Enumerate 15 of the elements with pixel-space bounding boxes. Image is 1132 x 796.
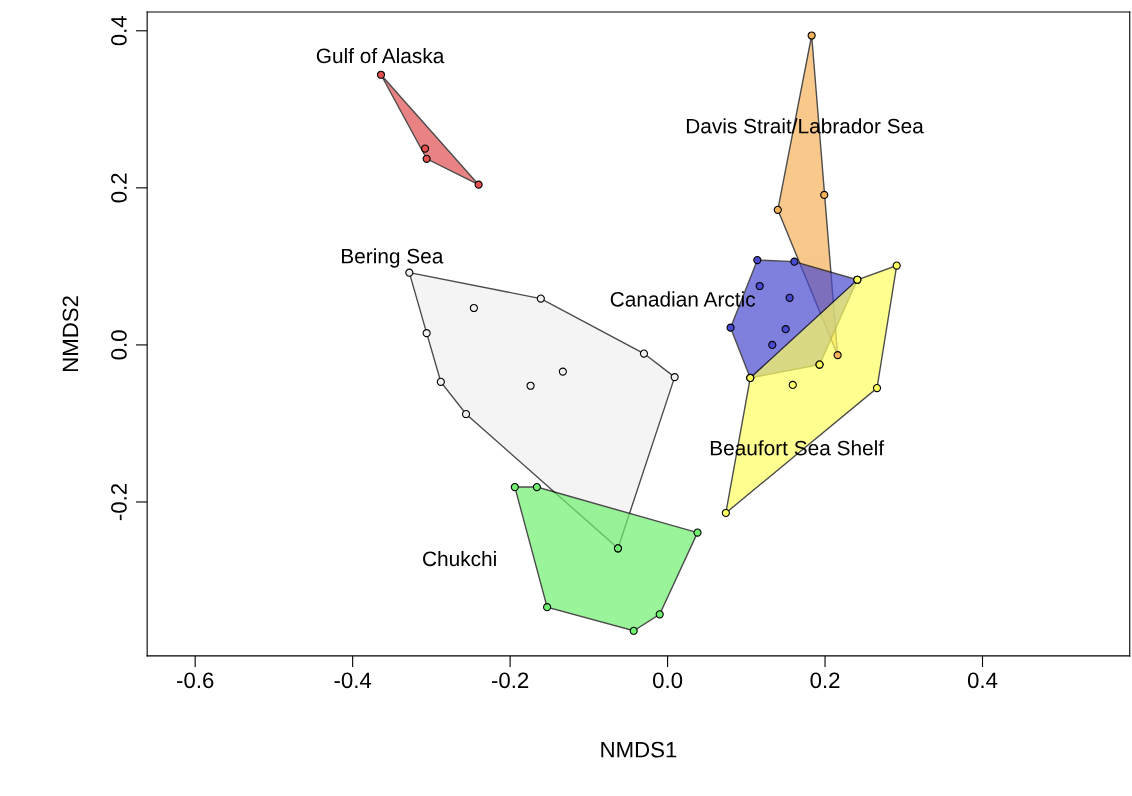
series-label: Bering Sea: [341, 248, 444, 268]
text: Chukchi: [423, 550, 496, 567]
y-tick-label: 0.0: [111, 330, 127, 360]
x-tick-label: -0.2: [491, 672, 529, 689]
x-axis-title: NMDS1: [601, 741, 677, 758]
x-tick-label: 0.0: [653, 672, 683, 689]
x-tick-label: -0.6: [177, 672, 214, 689]
x-tick-label: -0.4: [334, 672, 372, 689]
x-tick-label: 0.2: [810, 672, 840, 689]
y-tick-label: 0.4: [111, 15, 127, 46]
y-axis-title: NMDS2: [62, 296, 79, 371]
x-tick-label: 0.4: [967, 672, 998, 689]
y-tick-label: 0.2: [111, 173, 127, 203]
series-label: Gulf of Alaska: [316, 47, 445, 64]
y-tick-label: -0.2: [111, 483, 127, 521]
